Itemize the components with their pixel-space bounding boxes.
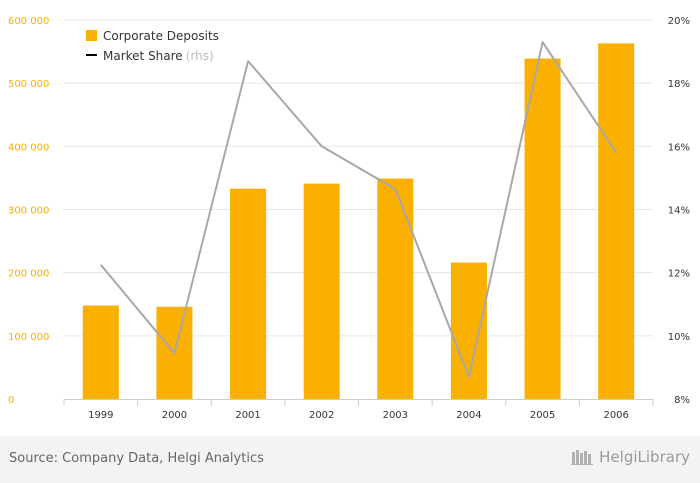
- bar: [230, 188, 267, 399]
- source-note: Source: Company Data, Helgi Analytics: [9, 451, 264, 466]
- legend-label-market-share-tag: (rhs): [186, 49, 214, 63]
- legend-label-market-share-name: Market Share: [103, 49, 183, 63]
- y-left-tick-label: 100 000: [8, 332, 49, 343]
- x-tick-label: 2002: [309, 410, 334, 421]
- x-tick-label: 2003: [383, 410, 408, 421]
- y-right-tick-label: 10%: [668, 332, 690, 343]
- combo-chart: 1999 2000 2001 2002 2003 2004 2005 2006 0 100 000…: [8, 16, 690, 421]
- legend-label-corporate-deposits: Corporate Deposits: [103, 29, 219, 43]
- footer-band: [0, 436, 700, 483]
- line-series-market-share: [100, 41, 618, 378]
- x-tick-label: 2006: [603, 410, 628, 421]
- y-left-tick-label: 200 000: [8, 269, 49, 280]
- library-books-icon: [571, 450, 594, 465]
- axes: 1999 2000 2001 2002 2003 2004 2005 2006 0 100 000…: [8, 16, 690, 421]
- y-right-tick-label: 16%: [668, 142, 690, 153]
- y-left-tick-label: 400 000: [8, 142, 49, 153]
- x-tick-label: 1999: [88, 410, 113, 421]
- brand-logo: HelgiLibrary: [571, 448, 690, 466]
- bar: [303, 183, 340, 399]
- y-left-tick-label: 300 000: [8, 206, 49, 217]
- y-left-tick-label: 500 000: [8, 79, 49, 90]
- legend: Corporate Deposits Market Share (rhs): [86, 29, 219, 63]
- legend-swatch-corporate-deposits: [86, 30, 97, 41]
- market-share-line: [100, 41, 618, 378]
- y-right-tick-label: 14%: [668, 206, 690, 217]
- x-tick-label: 2005: [530, 410, 555, 421]
- y-right-tick-label: 18%: [668, 79, 690, 90]
- bar: [524, 58, 561, 399]
- bar: [450, 262, 487, 399]
- y-right-tick-label: 12%: [668, 269, 690, 280]
- legend-label-market-share: Market Share (rhs): [103, 49, 214, 63]
- y-left-tick-label: 0: [8, 395, 14, 406]
- y-right-tick-label: 8%: [674, 395, 690, 406]
- bar-series-corporate-deposits: [82, 43, 635, 399]
- bar: [598, 43, 635, 399]
- grid-lines: [64, 19, 653, 337]
- bar: [377, 178, 414, 399]
- brand-name: HelgiLibrary: [599, 448, 690, 466]
- x-tick-label: 2004: [456, 410, 481, 421]
- y-left-tick-label: 600 000: [8, 16, 49, 27]
- x-tick-label: 2001: [235, 410, 260, 421]
- y-right-tick-label: 20%: [668, 16, 690, 27]
- x-tick-label: 2000: [162, 410, 187, 421]
- bar: [82, 305, 119, 399]
